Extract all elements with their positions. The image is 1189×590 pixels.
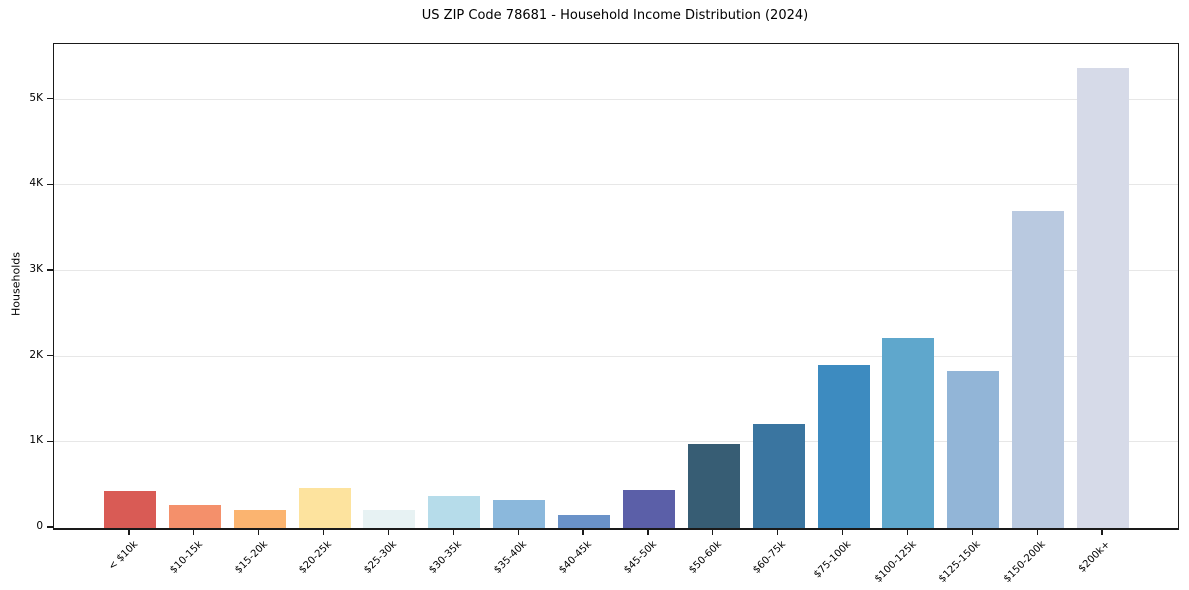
x-tick-mark (128, 529, 130, 535)
bar (493, 500, 546, 528)
x-tick-mark (712, 529, 714, 535)
chart-title: US ZIP Code 78681 - Household Income Dis… (421, 8, 809, 23)
gridline (54, 270, 1178, 272)
gridline (54, 184, 1178, 186)
y-tick-mark (47, 98, 53, 100)
x-tick-label: < $10k (106, 539, 140, 573)
gridline (54, 98, 1178, 100)
bar (428, 496, 481, 528)
bar (104, 491, 156, 528)
x-tick-mark (906, 529, 909, 535)
gridline (54, 355, 1178, 357)
x-tick-label: $30-35k (427, 539, 465, 576)
y-tick-label: 4K (29, 177, 43, 190)
x-tick-mark (647, 529, 649, 535)
x-tick-mark (387, 529, 390, 535)
x-tick-label: $45-50k (621, 539, 659, 576)
x-tick-label: $10-15k (167, 539, 205, 576)
y-tick-label: 0 (36, 520, 43, 532)
x-tick-mark (1036, 529, 1038, 535)
x-tick-mark (517, 529, 519, 535)
bar (233, 510, 286, 528)
x-tick-mark (841, 529, 844, 535)
x-tick-mark (452, 529, 454, 535)
x-tick-mark (1101, 529, 1103, 535)
bar (882, 337, 935, 528)
bar (687, 444, 740, 528)
x-tick-label: $35-40k (492, 539, 530, 576)
y-tick-mark (47, 526, 53, 528)
y-tick-mark (47, 355, 53, 357)
x-tick-label: $15-20k (232, 539, 270, 576)
bar (1077, 68, 1130, 528)
y-axis-label: Households (9, 252, 23, 316)
x-tick-mark (971, 529, 973, 535)
bar (752, 423, 805, 528)
x-tick-mark (777, 529, 779, 535)
y-tick-mark (47, 269, 53, 271)
plot-area (53, 43, 1179, 530)
x-tick-mark (193, 529, 195, 535)
y-tick-label: 5K (29, 91, 43, 104)
y-tick-mark (47, 440, 53, 442)
y-tick-label: 2K (29, 348, 43, 361)
x-tick-label: $25-30k (362, 539, 400, 576)
x-tick-label: $20-25k (297, 539, 335, 576)
x-tick-label: $125-150k (937, 539, 984, 585)
x-tick-label: $100-125k (872, 539, 919, 585)
x-tick-label: $60-75k (751, 539, 789, 576)
x-tick-mark (258, 529, 260, 535)
bar (947, 371, 1000, 528)
bar (1012, 211, 1065, 528)
x-tick-label: $75-100k (811, 539, 854, 581)
x-tick-label: $50-60k (686, 539, 724, 576)
bar (168, 505, 221, 528)
bar (817, 365, 870, 528)
bar (298, 487, 351, 528)
bar (363, 509, 416, 528)
x-tick-mark (323, 529, 325, 535)
x-tick-mark (582, 529, 584, 535)
bar (622, 489, 675, 528)
gridline (54, 441, 1178, 443)
y-tick-label: 3K (29, 263, 43, 275)
y-tick-mark (47, 183, 53, 185)
bar (558, 515, 611, 528)
x-tick-label: $150-200k (1002, 539, 1048, 585)
y-tick-label: 1K (29, 434, 43, 447)
x-tick-label: $40-45k (556, 539, 594, 576)
x-tick-label: $200k+ (1077, 539, 1113, 575)
